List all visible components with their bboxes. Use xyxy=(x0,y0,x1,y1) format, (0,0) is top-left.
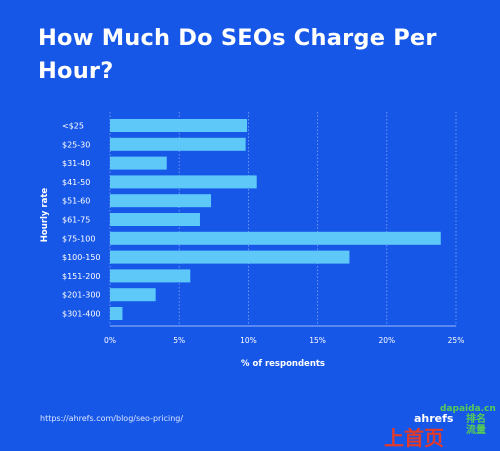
bar xyxy=(110,231,441,245)
category-label: $61-75 xyxy=(62,216,90,225)
category-label: $25-30 xyxy=(62,140,90,149)
bar xyxy=(110,194,212,208)
bar xyxy=(110,119,248,132)
bar xyxy=(110,213,200,226)
x-axis-label: % of respondents xyxy=(241,359,325,369)
category-label: $75-100 xyxy=(62,234,95,243)
category-label: $31-40 xyxy=(62,159,90,168)
bar xyxy=(110,250,350,264)
bar xyxy=(110,307,123,320)
x-tick-label: 10% xyxy=(240,336,257,345)
x-tick-label: 0% xyxy=(104,336,116,345)
watermark-text-small: 排名流量 xyxy=(466,414,486,436)
category-label: $100-150 xyxy=(62,253,101,262)
bar xyxy=(110,156,167,170)
category-label: $301-400 xyxy=(62,310,101,319)
category-label: $41-50 xyxy=(62,178,90,187)
bar xyxy=(110,175,257,189)
bar xyxy=(110,269,191,283)
source-link[interactable]: https://ahrefs.com/blog/seo-pricing/ xyxy=(40,414,184,423)
category-label: $51-60 xyxy=(62,197,90,206)
watermark-site: dapaida.cn xyxy=(440,404,496,414)
bar xyxy=(110,288,156,302)
y-axis-label: Hourly rate xyxy=(40,188,50,243)
category-label: $151-200 xyxy=(62,272,101,281)
ahrefs-logo: ahrefs xyxy=(414,412,454,425)
bar xyxy=(110,137,246,151)
x-tick-label: 5% xyxy=(173,336,185,345)
category-label: $201-300 xyxy=(62,291,101,300)
x-tick-label: 20% xyxy=(378,336,395,345)
chart-title: How Much Do SEOs Charge Per Hour? xyxy=(38,25,437,84)
x-tick-label: 25% xyxy=(448,336,465,345)
category-label: <$25 xyxy=(62,122,84,131)
watermark-text-large: 上首页 xyxy=(384,426,444,450)
x-tick-label: 15% xyxy=(309,336,326,345)
